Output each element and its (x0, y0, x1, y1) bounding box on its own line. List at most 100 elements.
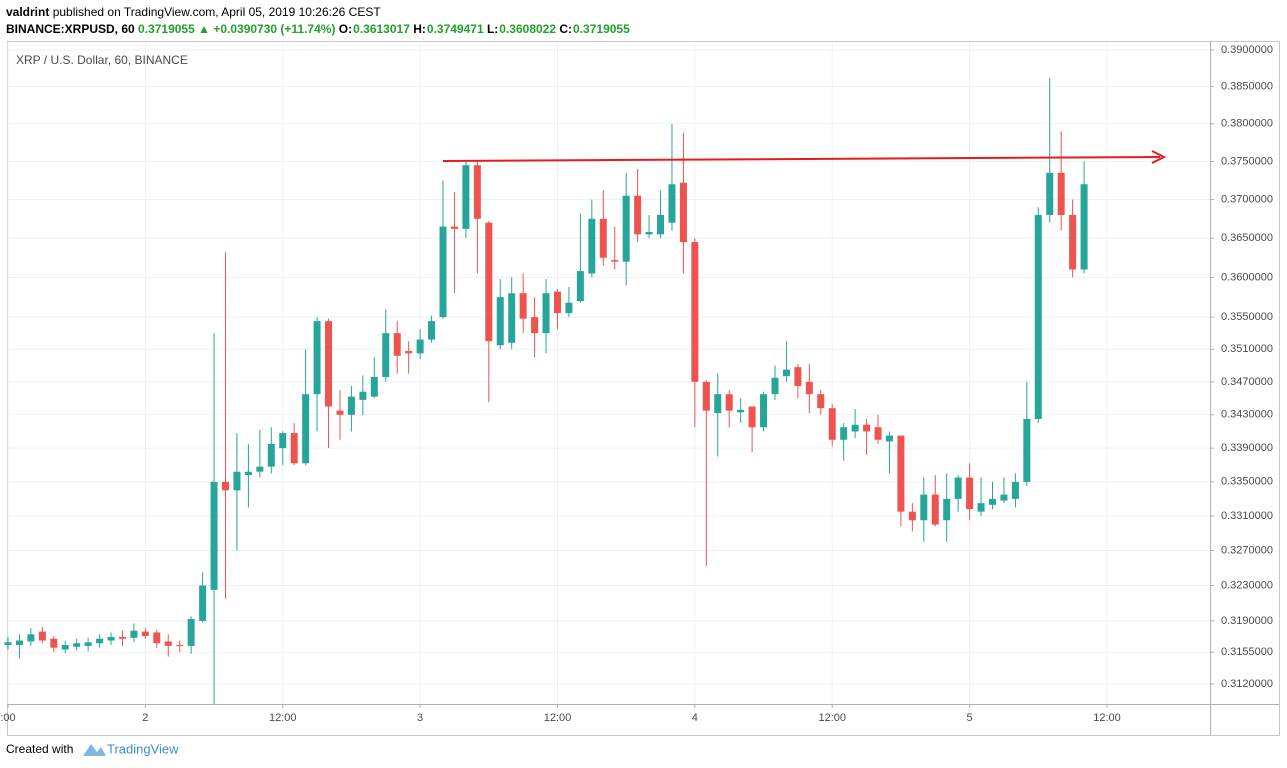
x-tick-label: 12:00 (818, 712, 846, 724)
candle-body (679, 182, 687, 243)
y-tick-label: 0.3190000 (1221, 615, 1273, 627)
candle-body (794, 367, 802, 386)
candle-body (576, 271, 584, 302)
x-tick-label: 3 (417, 712, 423, 724)
close-value: 0.3719055 (573, 22, 630, 36)
candle-body (782, 369, 790, 377)
candle-body (519, 293, 527, 319)
candle-body (1046, 172, 1054, 215)
candle-body (84, 642, 92, 646)
candle-body (828, 408, 836, 440)
candle-body (851, 424, 859, 432)
candle-body (622, 195, 630, 262)
candle-body (359, 391, 367, 400)
candle-body (313, 321, 321, 395)
open-value: 0.3613017 (353, 22, 410, 36)
candle-body (382, 333, 390, 377)
x-tick-label: 12:00 (1093, 712, 1121, 724)
candle-body (302, 394, 310, 464)
high-label: H: (413, 22, 426, 36)
candle-body (428, 321, 436, 340)
candle-body (657, 214, 665, 235)
legend-title: XRP / U.S. Dollar, 60, BINANCE (16, 53, 188, 67)
symbol-line: BINANCE:XRPUSD, 60 0.3719055 ▲ +0.039073… (6, 22, 630, 36)
y-tick-label: 0.3270000 (1221, 544, 1273, 556)
candle-body (290, 433, 298, 464)
y-tick-label: 0.3850000 (1221, 81, 1273, 93)
candle-body (222, 481, 230, 491)
x-tick-label: :00 (0, 712, 15, 724)
candle-body (473, 165, 481, 219)
low-label: L: (487, 22, 498, 36)
candle-body (96, 638, 104, 644)
candle-body (199, 585, 207, 621)
high-value: 0.3749471 (427, 22, 484, 36)
candle-body (439, 226, 447, 318)
candle-body (966, 477, 974, 510)
candle-body (187, 619, 195, 646)
candle-body (943, 498, 951, 521)
candle-body (370, 376, 378, 397)
candle-body (164, 641, 172, 646)
candle-body (4, 642, 12, 646)
x-tick-label: 2 (142, 712, 148, 724)
footer: Created with TradingView (6, 741, 179, 756)
candle-body (107, 636, 115, 641)
candle-body (542, 293, 550, 334)
candle-body (771, 377, 779, 395)
candle-body (874, 427, 882, 440)
tv-logo (83, 744, 106, 756)
candle-body (73, 643, 81, 647)
candle-body (863, 424, 871, 432)
candle-body (645, 231, 653, 235)
candle-body (1080, 184, 1088, 270)
candle-body (393, 333, 401, 356)
candle-body (691, 242, 699, 382)
candle-body (130, 630, 138, 638)
candle-body (485, 222, 493, 342)
symbol: BINANCE:XRPUSD, 60 (6, 22, 135, 36)
footer-brand[interactable]: TradingView (107, 741, 179, 756)
x-tick-label: 12:00 (269, 712, 297, 724)
candle-body (760, 394, 768, 428)
y-tick-label: 0.3800000 (1221, 118, 1273, 130)
x-tick-label: 4 (692, 712, 698, 724)
candle-body (141, 631, 149, 637)
candle-body (840, 427, 848, 440)
candle-body (1057, 172, 1065, 215)
candle-body (118, 636, 126, 639)
y-tick-label: 0.3230000 (1221, 579, 1273, 591)
header-line: valdrint published on TradingView.com, A… (6, 5, 381, 19)
candle-body (1069, 214, 1077, 270)
last-price: 0.3719055 (138, 22, 195, 36)
candle-body (38, 631, 46, 641)
published: published on TradingView.com, April 05, … (53, 5, 382, 19)
y-tick-label: 0.3155000 (1221, 646, 1273, 658)
candle-body (61, 645, 69, 650)
candle-body (725, 394, 733, 411)
x-tick-label: 5 (967, 712, 973, 724)
candle-body (336, 410, 344, 415)
candle-body (805, 381, 813, 395)
y-tick-label: 0.3650000 (1221, 232, 1273, 244)
y-tick-label: 0.3310000 (1221, 510, 1273, 522)
candle-body (405, 350, 413, 354)
candle-body (737, 409, 745, 413)
candle-body (450, 226, 458, 229)
candle-body (714, 394, 722, 414)
candle-body (256, 466, 264, 472)
candle-body (508, 293, 516, 343)
candle-body (279, 433, 287, 449)
candle-body (496, 297, 504, 346)
candle-body (244, 471, 252, 476)
candle-body (588, 218, 596, 274)
author[interactable]: valdrint (6, 5, 49, 19)
candle-body (565, 302, 573, 314)
y-tick-label: 0.3550000 (1221, 311, 1273, 323)
candle-body (416, 339, 424, 354)
candle-body (1011, 481, 1019, 499)
candle-body (634, 195, 642, 235)
y-tick-label: 0.3510000 (1221, 343, 1273, 355)
candle-body (599, 218, 607, 258)
candle-body (176, 645, 184, 647)
